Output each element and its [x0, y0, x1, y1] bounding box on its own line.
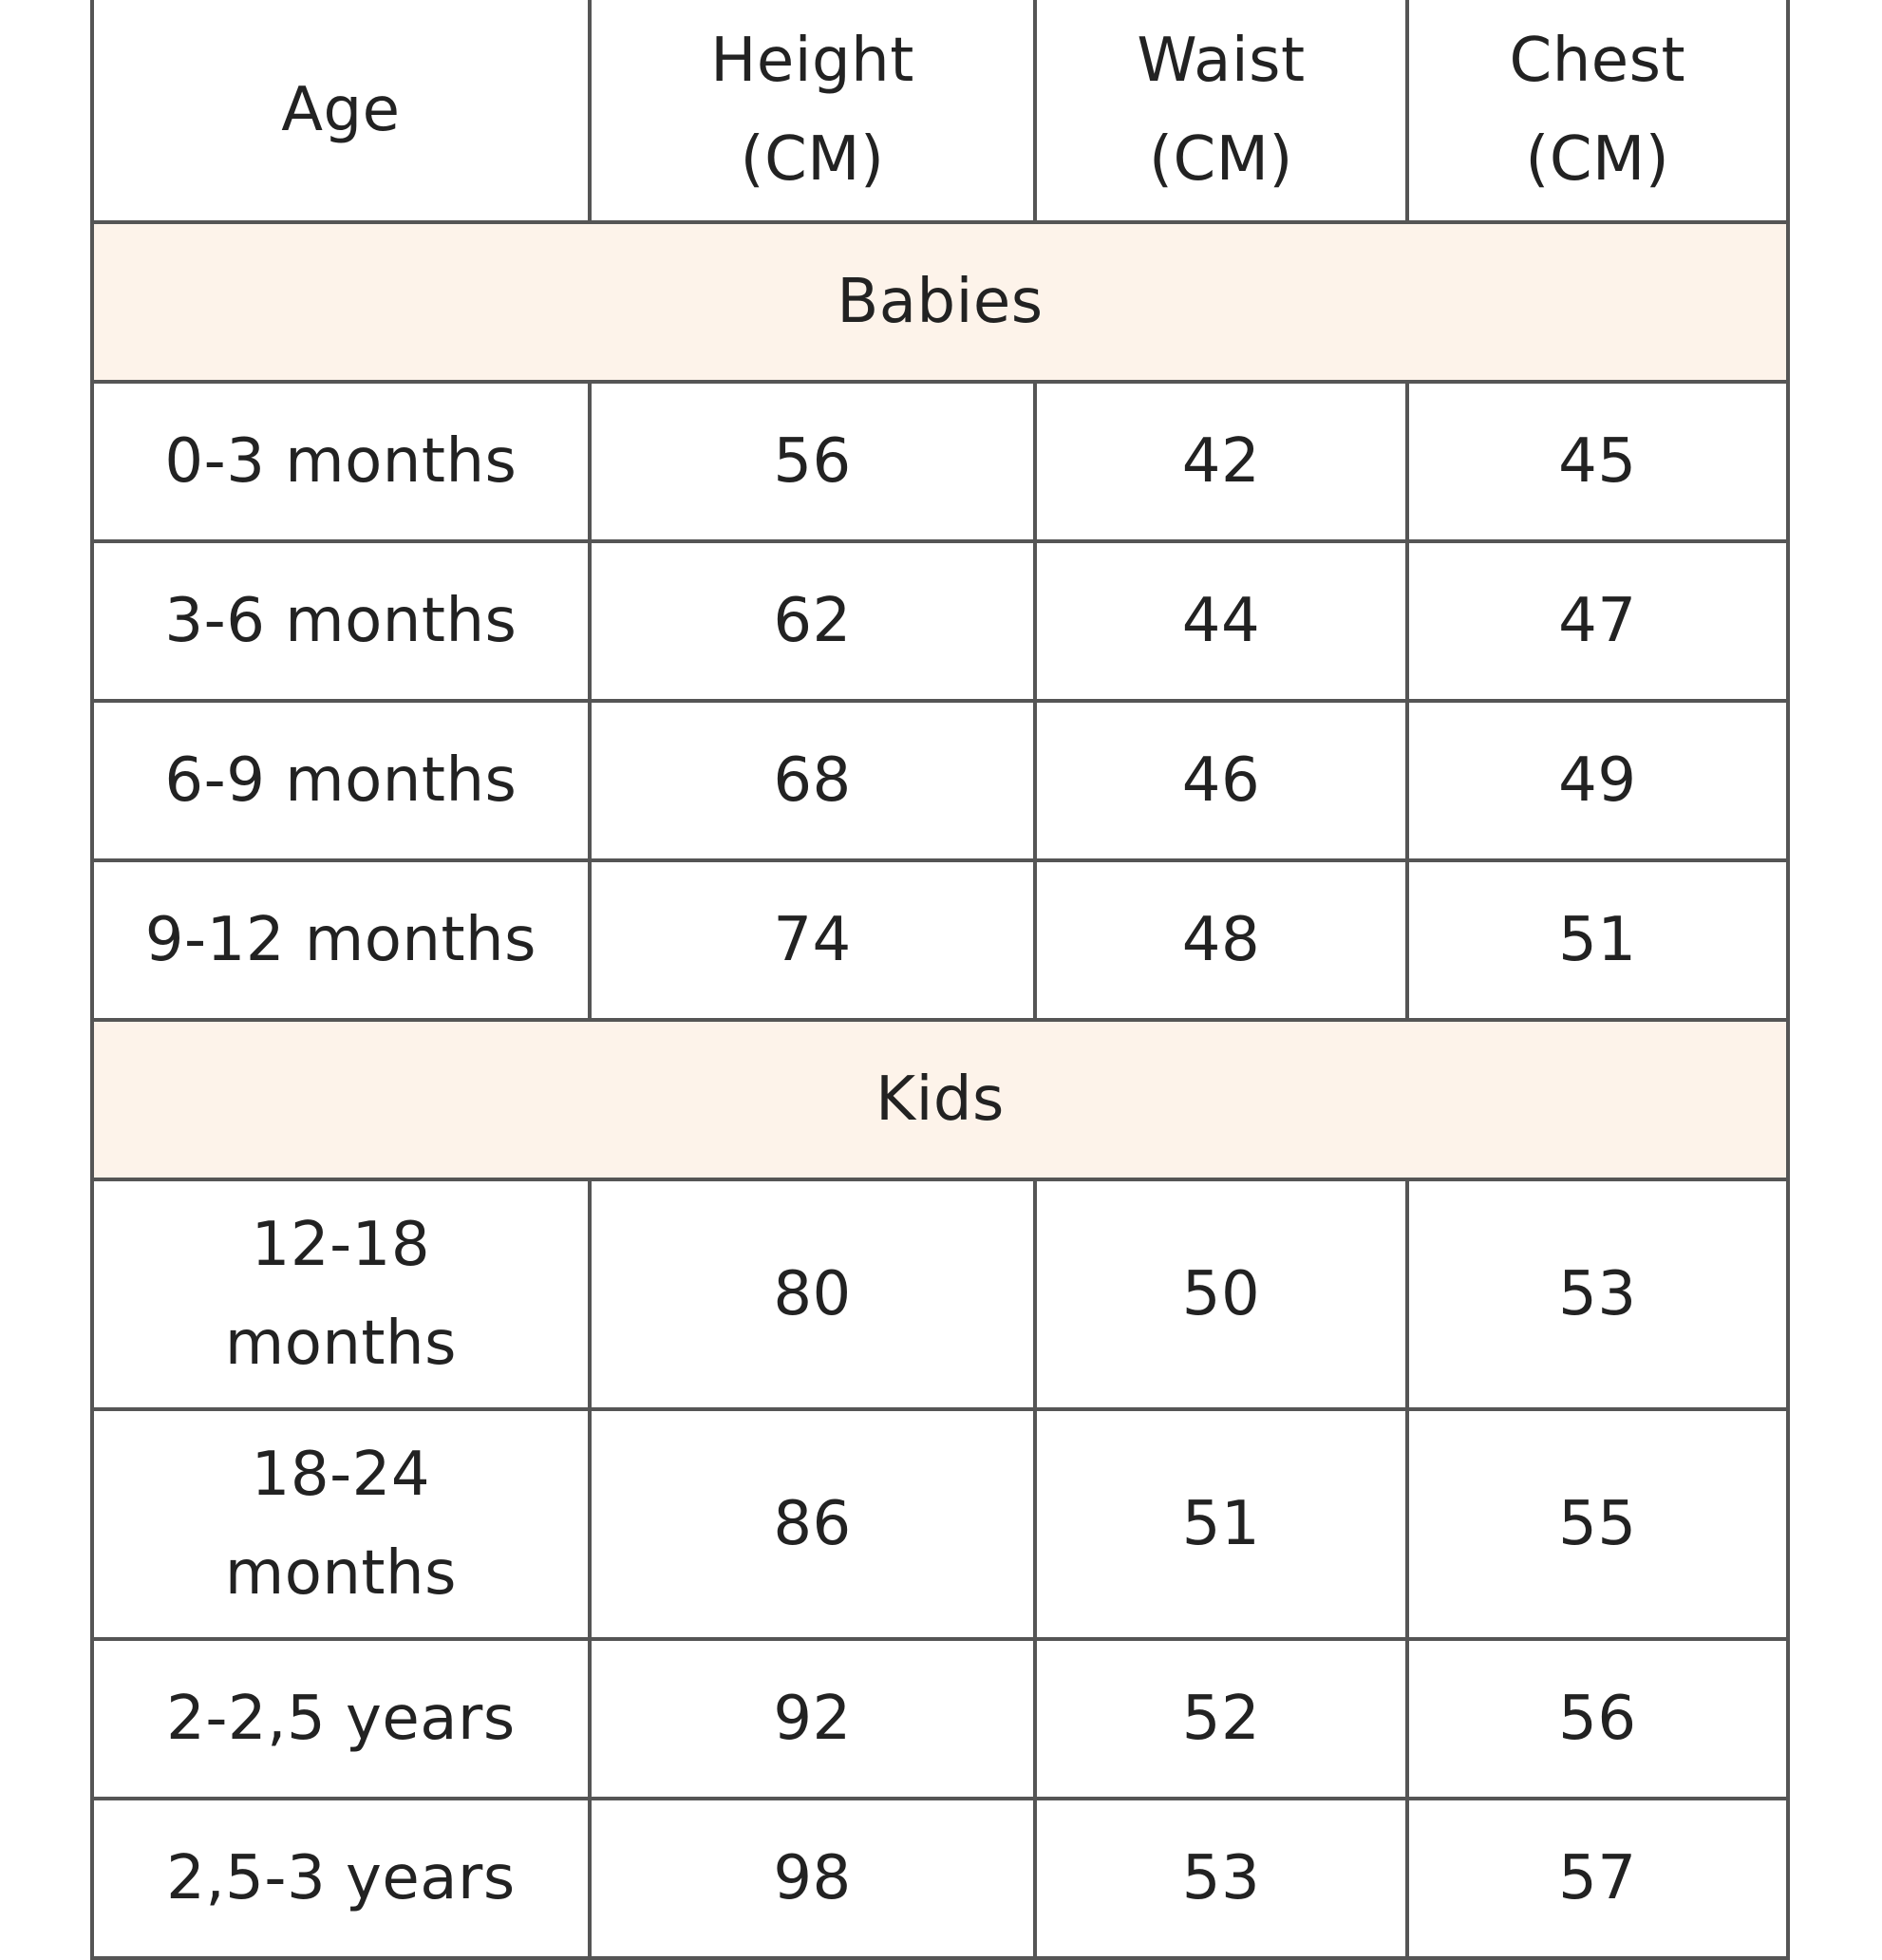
header-waist: Waist (CM): [1033, 0, 1409, 224]
waist-cell: 42: [1033, 380, 1409, 543]
waist-cell: 46: [1033, 699, 1409, 862]
header-age: Age: [90, 0, 592, 224]
size-chart-table: Age Height (CM) Waist (CM) Chest (CM) Babie…: [90, 0, 1791, 1960]
height-cell: 98: [587, 1797, 1038, 1960]
section-row-babies: Babies: [90, 220, 1790, 384]
table-row: 18-24 months 86 51 55: [90, 1407, 1791, 1641]
waist-cell: 52: [1033, 1637, 1409, 1800]
table-row: 0-3 months 56 42 45: [90, 380, 1791, 543]
age-cell: 2,5-3 years: [90, 1797, 592, 1960]
chest-cell: 53: [1404, 1178, 1791, 1411]
table-row: 6-9 months 68 46 49: [90, 699, 1791, 862]
age-cell: 3-6 months: [90, 539, 592, 703]
waist-cell: 51: [1033, 1407, 1409, 1641]
height-cell: 74: [587, 858, 1038, 1022]
chest-cell: 51: [1404, 858, 1791, 1022]
height-cell: 86: [587, 1407, 1038, 1641]
header-height: Height (CM): [587, 0, 1038, 224]
height-cell: 62: [587, 539, 1038, 703]
waist-cell: 50: [1033, 1178, 1409, 1411]
chest-cell: 49: [1404, 699, 1791, 862]
header-chest: Chest (CM): [1404, 0, 1791, 224]
age-cell: 0-3 months: [90, 380, 592, 543]
waist-cell: 48: [1033, 858, 1409, 1022]
age-cell: 9-12 months: [90, 858, 592, 1022]
age-cell: 6-9 months: [90, 699, 592, 862]
table-row: 2-2,5 years 92 52 56: [90, 1637, 1791, 1800]
chest-cell: 57: [1404, 1797, 1791, 1960]
table-row: 9-12 months 74 48 51: [90, 858, 1791, 1022]
header-row: Age Height (CM) Waist (CM) Chest (CM): [90, 0, 1791, 224]
height-cell: 68: [587, 699, 1038, 862]
section-title: Kids: [90, 1018, 1790, 1181]
table-row: 12-18 months 80 50 53: [90, 1178, 1791, 1411]
section-row-kids: Kids: [90, 1018, 1790, 1181]
chest-cell: 55: [1404, 1407, 1791, 1641]
chest-cell: 47: [1404, 539, 1791, 703]
height-cell: 80: [587, 1178, 1038, 1411]
waist-cell: 44: [1033, 539, 1409, 703]
chest-cell: 56: [1404, 1637, 1791, 1800]
height-cell: 92: [587, 1637, 1038, 1800]
table-row: 2,5-3 years 98 53 57: [90, 1797, 1791, 1960]
chest-cell: 45: [1404, 380, 1791, 543]
height-cell: 56: [587, 380, 1038, 543]
age-cell: 2-2,5 years: [90, 1637, 592, 1800]
waist-cell: 53: [1033, 1797, 1409, 1960]
age-cell: 18-24 months: [90, 1407, 592, 1641]
age-cell: 12-18 months: [90, 1178, 592, 1411]
table-row: 3-6 months 62 44 47: [90, 539, 1791, 703]
section-title: Babies: [90, 220, 1790, 384]
